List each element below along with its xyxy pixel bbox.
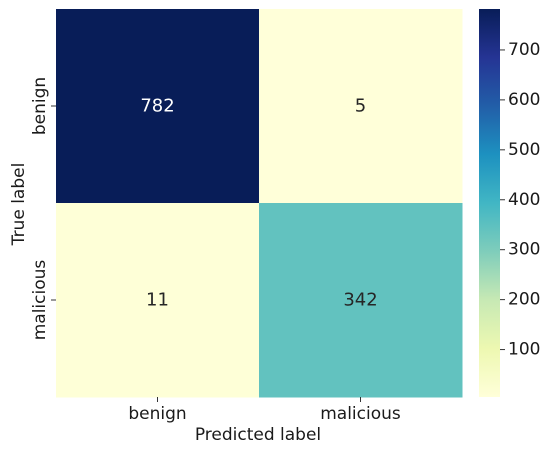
cell-value-label: 5 <box>355 96 366 117</box>
y-tick-label: malicious <box>30 260 50 341</box>
y-axis-ticks: benign malicious <box>30 77 56 340</box>
heatmap-cell <box>56 9 260 204</box>
colorbar-tick-label: 700 <box>508 40 540 60</box>
heatmap-cell <box>259 9 463 204</box>
x-axis-title: Predicted label <box>195 425 321 445</box>
cell-value-label: 782 <box>140 96 174 117</box>
colorbar-tick-label: 300 <box>508 240 540 260</box>
cell-value-label: 11 <box>146 290 169 311</box>
x-axis-ticks: benign malicious <box>128 397 401 424</box>
colorbar-gradient-bar <box>479 9 500 397</box>
colorbar-tick-label: 600 <box>508 90 540 110</box>
colorbar-tick-label: 100 <box>508 340 540 360</box>
heatmap-cells <box>56 9 463 398</box>
x-tick-label: malicious <box>320 404 401 424</box>
colorbar-tick-label: 400 <box>508 190 540 210</box>
cell-annotations: 782 5 11 342 <box>140 96 377 311</box>
cell-value-label: 342 <box>343 290 377 311</box>
y-tick-label: benign <box>30 77 50 135</box>
colorbar-ticks: 100 200 300 400 500 600 700 <box>500 40 540 360</box>
colorbar-tick-label: 500 <box>508 140 540 160</box>
y-axis-title: True label <box>9 163 29 247</box>
heatmap-cell <box>259 203 463 398</box>
colorbar: 100 200 300 400 500 600 700 <box>479 9 540 397</box>
heatmap-cell <box>56 203 260 398</box>
x-tick-label: benign <box>128 404 186 424</box>
colorbar-tick-label: 200 <box>508 290 540 310</box>
